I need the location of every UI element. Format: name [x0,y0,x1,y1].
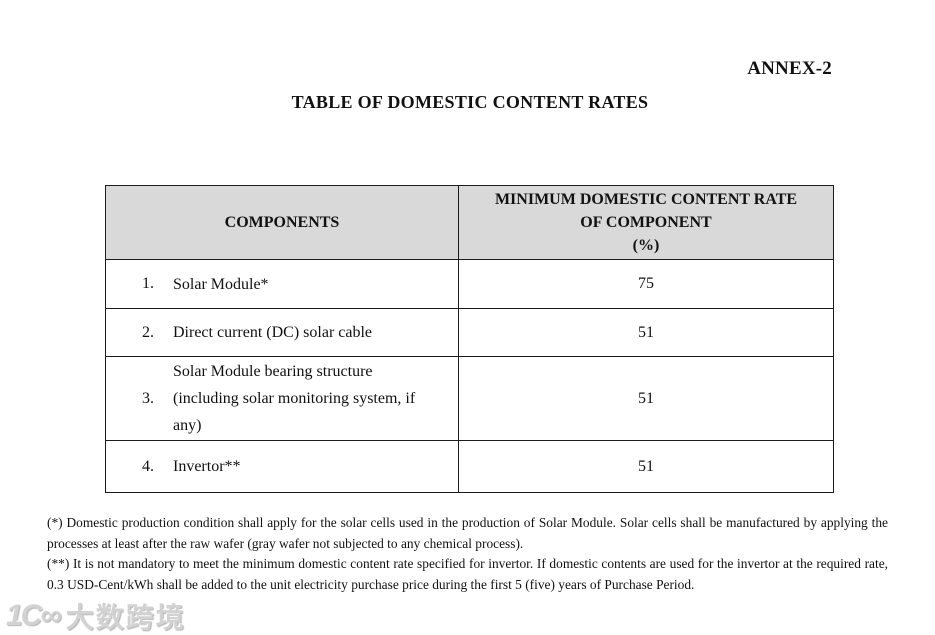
annex-label: ANNEX-2 [747,58,832,79]
footnotes-block: (*) Domestic production condition shall … [47,513,888,595]
row-number: 2. [142,323,154,341]
component-label: Solar Module* [173,275,269,293]
component-cell: 2. Direct current (DC) solar cable [105,308,459,357]
component-cell: 1. Solar Module* [105,259,459,309]
column-header-rate: MINIMUM DOMESTIC CONTENT RATE OF COMPONE… [458,185,834,260]
component-label: Solar Module bearing structure (includin… [173,363,416,434]
row-number: 4. [142,457,154,475]
dashu-kuajing-logo-icon: 1C∞ [6,599,62,632]
table-row: 3. Solar Module bearing structure (inclu… [105,356,834,441]
footnote-solar-module: (*) Domestic production condition shall … [47,515,888,551]
rate-cell: 51 [458,308,834,357]
component-cell: 4. Invertor** [105,440,459,493]
rate-header-line3: (%) [632,237,660,254]
row-number: 3. [142,389,154,407]
component-label: Invertor** [173,458,241,475]
watermark: 1C∞ 大数跨境 [6,596,186,635]
row-number: 1. [142,275,154,292]
watermark-text: 大数跨境 [65,602,186,633]
rate-cell: 51 [458,440,834,493]
table-row: 4. Invertor** 51 [105,440,834,493]
rate-header-line1: MINIMUM DOMESTIC CONTENT RATE [494,191,798,208]
rate-cell: 75 [458,259,834,309]
component-cell: 3. Solar Module bearing structure (inclu… [105,356,459,441]
column-header-components: COMPONENTS [105,185,459,260]
footnote-invertor: (**) It is not mandatory to meet the min… [47,556,888,592]
table-row: 1. Solar Module* 75 [105,259,834,309]
rate-header-line2: OF COMPONENT [580,214,712,231]
page-title: TABLE OF DOMESTIC CONTENT RATES [291,92,649,112]
table-header-row: COMPONENTS MINIMUM DOMESTIC CONTENT RATE… [105,185,834,260]
rate-cell: 51 [458,356,834,441]
component-label: Direct current (DC) solar cable [173,324,373,341]
table-row: 2. Direct current (DC) solar cable 51 [105,308,834,357]
domestic-content-rates-table: COMPONENTS MINIMUM DOMESTIC CONTENT RATE… [105,185,834,493]
